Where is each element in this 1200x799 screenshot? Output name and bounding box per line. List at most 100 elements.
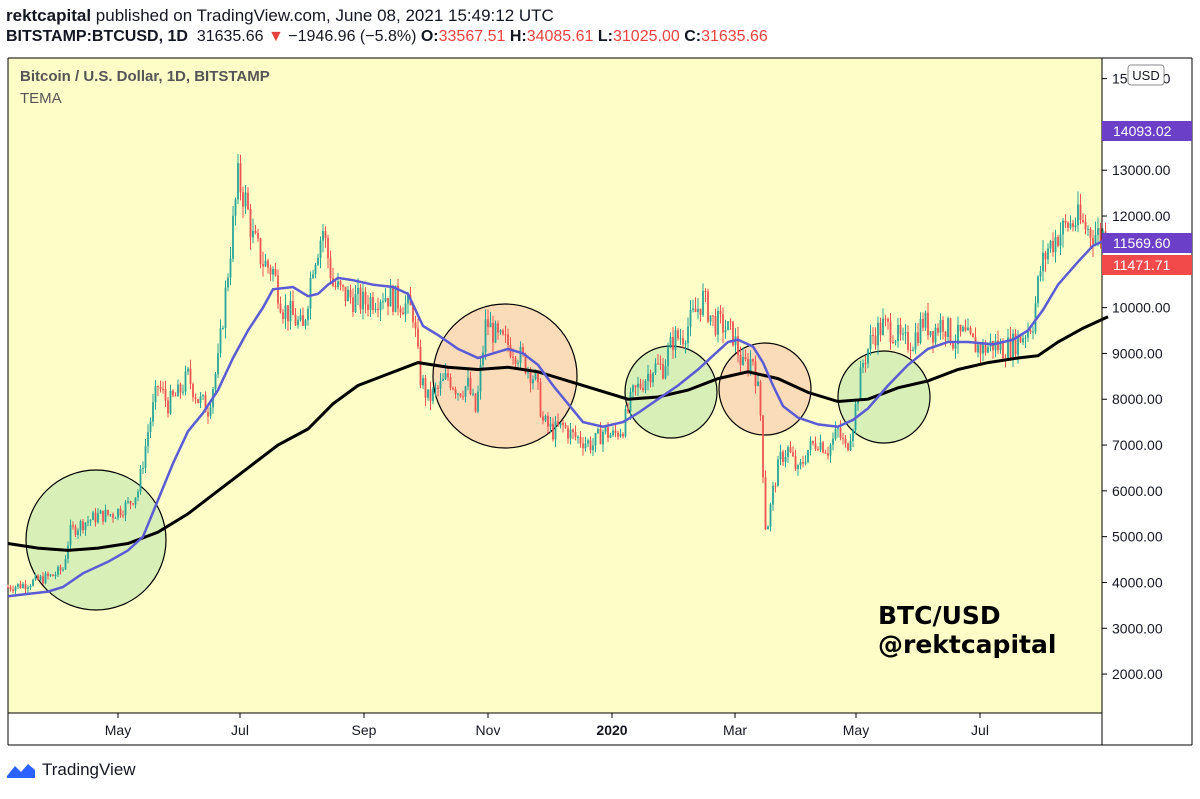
candle-body [464,386,467,397]
candle-body [74,526,77,535]
candle-body [524,353,527,373]
candle-body [249,209,252,238]
candle-body [759,381,762,416]
candle-body [782,451,784,462]
candle-body [714,316,717,335]
candle-body [1064,220,1067,223]
candle-body [1042,252,1044,272]
footer-brand[interactable]: TradingView [42,760,136,779]
candle-body [892,342,894,344]
candle-body [522,347,524,354]
candle-body [1027,330,1029,338]
candle-body [629,392,632,412]
candle-body [344,286,347,302]
candle-body [1017,335,1019,355]
candle-body [169,390,172,414]
candle-body [179,384,182,393]
candle-body [422,378,424,386]
close-value: 31635.66 [701,28,768,45]
candle-body [417,328,419,347]
candle-body [367,304,369,310]
candle-body [467,377,469,387]
candle-body [477,391,479,412]
candle-body [672,337,674,350]
candle-body [679,338,682,340]
candle-body [159,386,162,389]
time-tick-label: Jul [971,722,989,738]
candle-body [144,446,147,469]
candle-body [394,285,397,312]
symbol-label[interactable]: BITSTAMP:BTCUSD, 1D [6,28,188,45]
candle-body [139,468,142,492]
candle-body [1089,228,1092,238]
candle-body [664,366,667,379]
candle-body [789,447,792,453]
candle-body [1094,234,1097,245]
candle-body [1049,241,1052,249]
candle-body [817,448,819,450]
candle-body [654,363,657,374]
candle-body [1072,223,1074,227]
candle-body [487,319,489,328]
down-arrow-icon: ▼ [268,28,284,45]
candle-body [859,367,862,401]
candle-body [1009,337,1012,358]
candle-body [437,387,439,389]
candle-body [204,395,207,413]
close-label: C: [684,28,702,45]
candle-body [757,381,759,386]
author-name[interactable]: rektcapital [6,6,92,25]
candle-body [587,440,589,444]
candle-body [64,558,67,570]
candle-body [1044,252,1047,260]
candle-body [864,363,867,365]
candle-body [32,579,34,586]
time-axis[interactable] [8,713,1102,745]
candle-body [597,428,599,434]
candle-body [704,290,707,292]
candle-body [797,465,799,469]
candle-body [957,324,959,345]
candle-body [19,583,22,588]
candle-body [1087,228,1089,230]
price-axis[interactable] [1102,58,1192,745]
candle-body [479,364,482,392]
candle-body [172,390,174,396]
candle-body [322,231,324,241]
candle-body [607,427,609,438]
candle-body [932,331,934,343]
candle-body [89,519,92,522]
candle-body [964,326,967,331]
candle-body [649,373,652,383]
candle-body [282,312,284,319]
legend-indicator[interactable]: TEMA [20,90,62,107]
candle-body [784,456,787,462]
currency-badge[interactable] [1127,64,1165,86]
candle-body [209,407,212,417]
price-tick-label: 13000.00 [1112,162,1171,178]
candle-body [34,575,37,580]
candle-body [622,433,624,437]
candle-body [552,423,554,440]
candle-body [454,389,457,395]
candle-body [1057,237,1059,246]
candle-body [717,310,719,335]
candle-body [862,363,864,368]
candle-body [997,340,999,351]
candle-body [217,353,219,375]
candle-body [1034,303,1037,332]
candle-body [419,346,422,386]
candle-body [399,308,402,313]
time-tick-label: May [105,722,131,738]
candle-body [357,287,359,295]
time-tick-label: Jul [231,722,249,738]
footer: TradingView [6,760,136,780]
candle-body [992,341,994,351]
tema-line [7,237,1109,598]
candle-body [577,436,579,438]
candle-body [239,163,242,193]
candle-body [967,327,969,331]
candle-body [559,422,562,426]
